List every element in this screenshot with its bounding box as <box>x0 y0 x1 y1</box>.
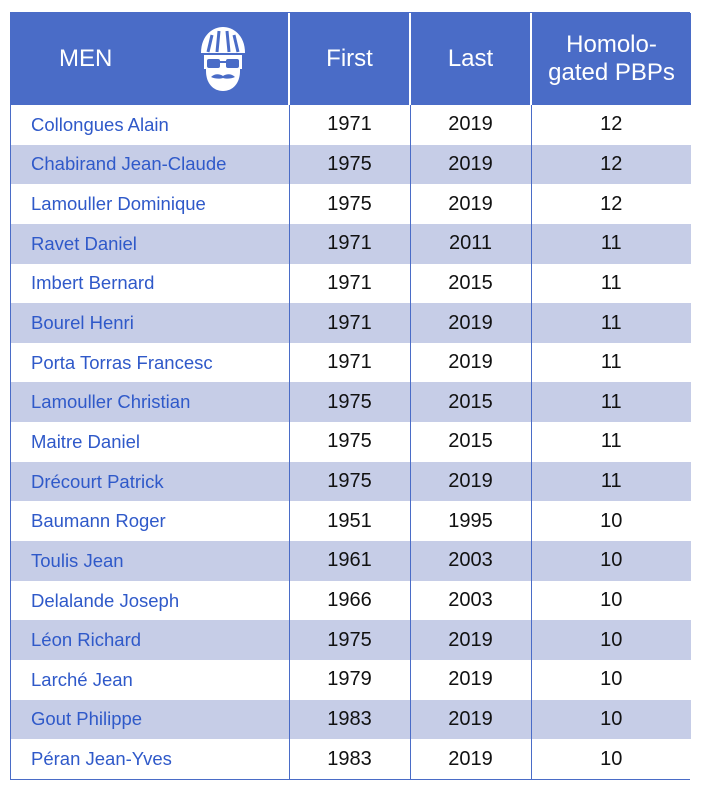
rider-name-cell: Baumann Roger <box>11 501 289 542</box>
homologated-pbps-cell: 11 <box>530 263 691 304</box>
rider-name-cell: Léon Richard <box>11 620 289 660</box>
header-row: MEN <box>11 13 691 105</box>
first-year-cell: 1961 <box>288 541 410 581</box>
table-row: Imbert Bernard 1971 2015 11 <box>11 263 691 304</box>
column-header-homologated-pbps: Homolo- gated PBPs <box>530 13 691 105</box>
column-header-first: First <box>288 13 410 105</box>
rider-name-cell: Collongues Alain <box>11 105 289 145</box>
homologated-pbps-cell: 11 <box>530 461 691 502</box>
first-year-cell: 1975 <box>288 461 410 502</box>
results-table-container: MEN <box>10 12 691 780</box>
table-row: Larché Jean 1979 2019 10 <box>11 659 691 700</box>
first-year-cell: 1975 <box>288 620 410 660</box>
cyclist-face-icon <box>201 27 245 91</box>
table-row: Drécourt Patrick 1975 2019 11 <box>11 461 691 502</box>
pbp-header-line2: gated PBPs <box>548 59 675 86</box>
men-label: MEN <box>59 45 113 72</box>
first-year-cell: 1971 <box>288 342 410 383</box>
homologated-pbps-cell: 11 <box>530 342 691 383</box>
last-year-cell: 2015 <box>409 382 531 423</box>
last-year-cell: 2019 <box>409 461 531 502</box>
last-year-cell: 2019 <box>409 303 531 343</box>
homologated-pbps-cell: 10 <box>530 580 691 621</box>
rider-name-cell: Péran Jean-Yves <box>11 739 289 779</box>
rider-name-cell: Imbert Bernard <box>11 263 289 304</box>
table-row: Ravet Daniel 1971 2011 11 <box>11 223 691 264</box>
first-year-cell: 1975 <box>288 422 410 462</box>
last-year-cell: 2019 <box>409 659 531 700</box>
last-year-cell: 2019 <box>409 105 531 145</box>
last-year-cell: 2019 <box>409 144 531 185</box>
table-row: Delalande Joseph 1966 2003 10 <box>11 580 691 621</box>
last-year-cell: 2019 <box>409 699 531 740</box>
homologated-pbps-cell: 10 <box>530 699 691 740</box>
table-row: Porta Torras Francesc 1971 2019 11 <box>11 342 691 383</box>
table-row: Lamouller Dominique 1975 2019 12 <box>11 184 691 224</box>
first-year-cell: 1975 <box>288 382 410 423</box>
last-year-cell: 2019 <box>409 620 531 660</box>
table-row: Chabirand Jean-Claude 1975 2019 12 <box>11 144 691 185</box>
rider-name-cell: Maitre Daniel <box>11 422 289 462</box>
first-year-cell: 1979 <box>288 659 410 700</box>
homologated-pbps-cell: 12 <box>530 184 691 224</box>
first-year-cell: 1966 <box>288 580 410 621</box>
homologated-pbps-cell: 10 <box>530 659 691 700</box>
rider-name-cell: Porta Torras Francesc <box>11 342 289 383</box>
last-year-cell: 2019 <box>409 342 531 383</box>
table-row: Baumann Roger 1951 1995 10 <box>11 501 691 542</box>
rider-name-cell: Delalande Joseph <box>11 580 289 621</box>
rider-name-cell: Gout Philippe <box>11 699 289 740</box>
rider-name-cell: Drécourt Patrick <box>11 461 289 502</box>
homologated-pbps-cell: 12 <box>530 144 691 185</box>
homologated-pbps-cell: 12 <box>530 105 691 145</box>
table-row: Collongues Alain 1971 2019 12 <box>11 105 691 145</box>
rider-name-cell: Larché Jean <box>11 659 289 700</box>
first-year-cell: 1975 <box>288 144 410 185</box>
last-year-cell: 2019 <box>409 739 531 779</box>
homologated-pbps-cell: 11 <box>530 382 691 423</box>
first-year-cell: 1983 <box>288 699 410 740</box>
rider-name-cell: Chabirand Jean-Claude <box>11 144 289 185</box>
homologated-pbps-cell: 11 <box>530 422 691 462</box>
first-year-cell: 1971 <box>288 263 410 304</box>
homologated-pbps-cell: 10 <box>530 541 691 581</box>
homologated-pbps-cell: 10 <box>530 620 691 660</box>
homologated-pbps-cell: 11 <box>530 223 691 264</box>
table-header: MEN <box>11 13 691 105</box>
table-row: Toulis Jean 1961 2003 10 <box>11 541 691 581</box>
rider-name-cell: Lamouller Christian <box>11 382 289 423</box>
results-table: MEN <box>11 13 691 779</box>
table-row: Maitre Daniel 1975 2015 11 <box>11 422 691 462</box>
table-body: Collongues Alain 1971 2019 12 Chabirand Jean… <box>11 105 691 779</box>
last-year-cell: 1995 <box>409 501 531 542</box>
column-header-men: MEN <box>11 13 289 105</box>
last-year-cell: 2003 <box>409 580 531 621</box>
table-row: Bourel Henri 1971 2019 11 <box>11 303 691 343</box>
rider-name-cell: Lamouller Dominique <box>11 184 289 224</box>
column-header-last: Last <box>409 13 531 105</box>
last-year-cell: 2015 <box>409 263 531 304</box>
table-row: Péran Jean-Yves 1983 2019 10 <box>11 739 691 779</box>
last-year-cell: 2015 <box>409 422 531 462</box>
first-year-cell: 1971 <box>288 223 410 264</box>
homologated-pbps-cell: 10 <box>530 501 691 542</box>
homologated-pbps-cell: 11 <box>530 303 691 343</box>
first-year-cell: 1951 <box>288 501 410 542</box>
last-year-cell: 2019 <box>409 184 531 224</box>
pbp-header-line1: Homolo- <box>566 31 657 58</box>
first-year-cell: 1975 <box>288 184 410 224</box>
first-year-cell: 1971 <box>288 105 410 145</box>
last-year-cell: 2011 <box>409 223 531 264</box>
homologated-pbps-cell: 10 <box>530 739 691 779</box>
table-row: Gout Philippe 1983 2019 10 <box>11 699 691 740</box>
table-row: Léon Richard 1975 2019 10 <box>11 620 691 660</box>
first-year-cell: 1983 <box>288 739 410 779</box>
last-year-cell: 2003 <box>409 541 531 581</box>
rider-name-cell: Bourel Henri <box>11 303 289 343</box>
table-row: Lamouller Christian 1975 2015 11 <box>11 382 691 423</box>
rider-name-cell: Ravet Daniel <box>11 223 289 264</box>
first-year-cell: 1971 <box>288 303 410 343</box>
rider-name-cell: Toulis Jean <box>11 541 289 581</box>
